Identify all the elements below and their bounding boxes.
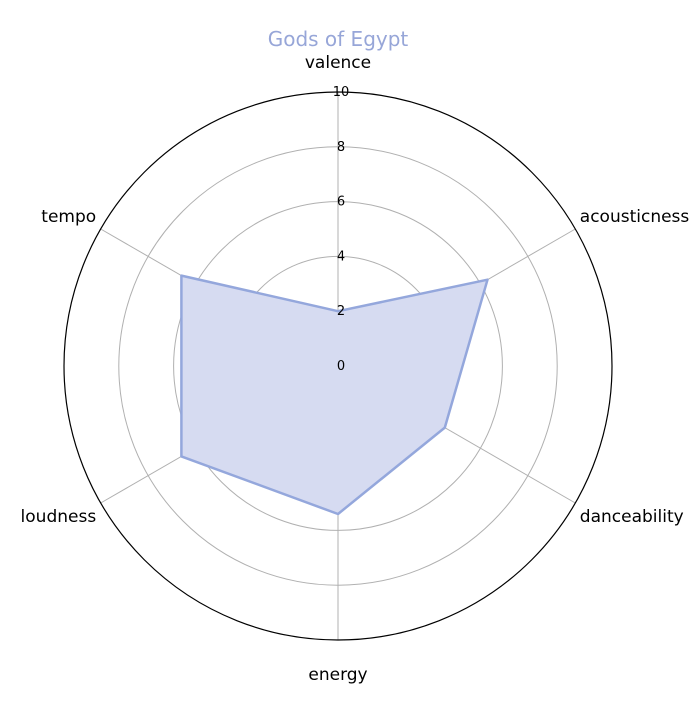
axis-label-danceability: danceability <box>580 507 684 527</box>
tick-label-4: 4 <box>337 249 345 264</box>
tick-label-10: 10 <box>333 85 350 100</box>
axis-label-energy: energy <box>308 665 367 685</box>
chart-title: Gods of Egypt <box>268 27 409 51</box>
series-layer <box>180 274 489 516</box>
axis-label-loudness: loudness <box>21 507 97 527</box>
axis-labels: valence acousticness danceability energy lou… <box>21 53 690 685</box>
tick-label-8: 8 <box>337 140 345 155</box>
tick-label-6: 6 <box>337 195 345 210</box>
axis-label-valence: valence <box>305 53 371 73</box>
axis-label-tempo: tempo <box>41 207 96 227</box>
tick-labels: 0 2 4 6 8 10 <box>333 85 350 374</box>
tick-label-2: 2 <box>337 304 345 319</box>
tick-label-0: 0 <box>337 359 345 374</box>
outer-ring <box>63 91 613 641</box>
axis-label-acousticness: acousticness <box>580 207 690 227</box>
